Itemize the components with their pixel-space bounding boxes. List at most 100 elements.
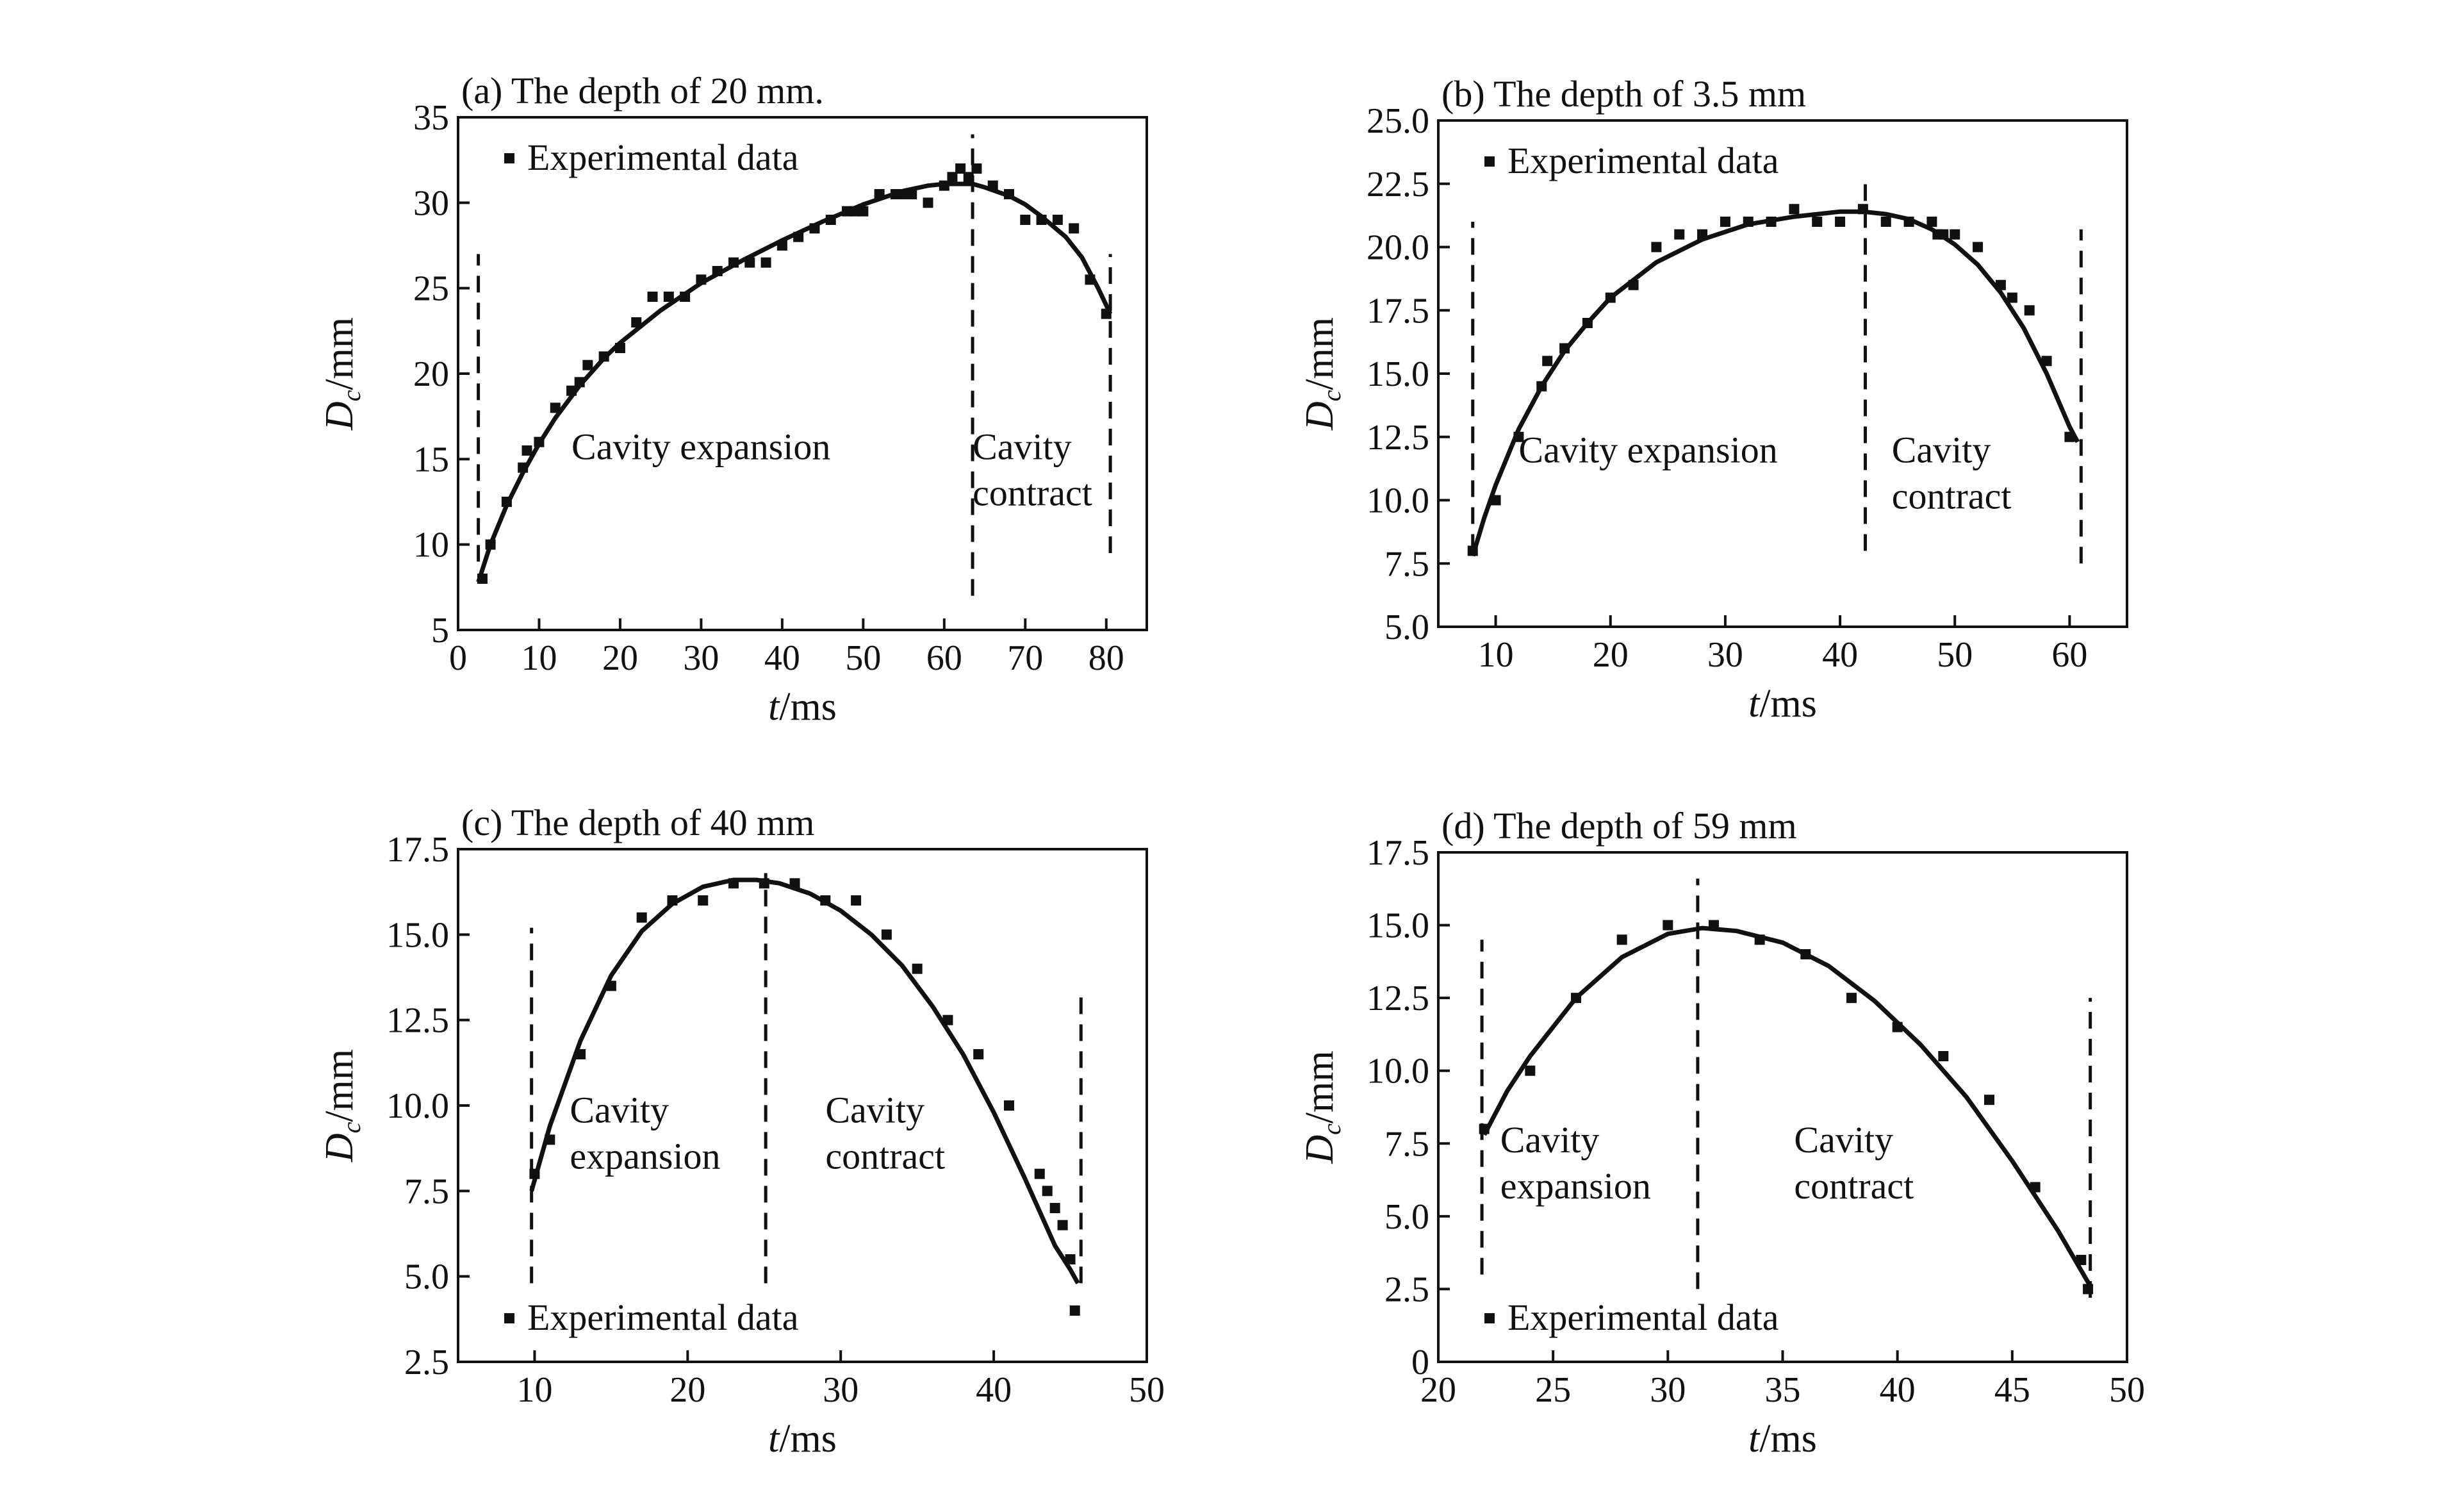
y-tick-label: 12.5	[1367, 418, 1429, 458]
data-point	[858, 206, 869, 217]
data-point	[698, 895, 709, 906]
data-point	[912, 963, 923, 974]
data-point	[1069, 1305, 1080, 1316]
fit-curve	[1470, 209, 2080, 557]
data-point	[1663, 920, 1673, 931]
data-point	[631, 317, 642, 327]
phase-annotation: Cavity	[1892, 429, 1991, 470]
legend-marker	[504, 153, 514, 163]
y-axis-variable: D	[1298, 401, 1342, 431]
data-point	[1720, 217, 1730, 227]
legend-label: Experimental data	[1507, 140, 1779, 181]
y-tick-label: 30	[413, 183, 449, 223]
x-tick-label: 60	[926, 638, 962, 678]
y-axis-variable: D	[318, 401, 361, 431]
y-tick-label: 7.5	[1384, 1124, 1429, 1164]
y-tick-label: 10.0	[1367, 481, 1429, 521]
y-tick-label: 15.0	[1367, 354, 1429, 394]
y-tick-label: 15	[413, 440, 449, 479]
y-tick-label: 12.5	[386, 1001, 449, 1041]
x-tick-label: 10	[521, 638, 557, 678]
fit-curve	[529, 877, 1080, 1285]
chart-title: (d) The depth of 59 mm	[1441, 805, 1797, 847]
x-axis-variable: t	[1748, 1417, 1761, 1461]
data-point	[963, 172, 974, 183]
data-point	[1880, 217, 1891, 227]
y-tick-label: 0	[1411, 1343, 1429, 1382]
x-tick-label: 10	[1478, 635, 1514, 675]
data-point	[1052, 215, 1063, 225]
x-tick-label: 80	[1088, 638, 1124, 678]
data-point	[1846, 993, 1857, 1004]
y-tick-label: 7.5	[404, 1172, 449, 1211]
x-axis-label: t/ms	[768, 685, 837, 729]
phase-annotation: Cavity expansion	[571, 426, 830, 467]
data-point	[1950, 229, 1960, 240]
legend-marker	[1484, 1313, 1495, 1323]
x-tick-label: 20	[1593, 635, 1629, 675]
phase-annotation: Cavity	[1794, 1119, 1893, 1161]
y-axis-label: Dc/mm	[318, 317, 366, 431]
data-point	[1973, 242, 1984, 253]
phase-annotation-line2: expansion	[1500, 1165, 1651, 1207]
data-point	[1789, 204, 1800, 215]
y-tick-label: 2.5	[404, 1343, 449, 1382]
x-tick-label: 25	[1535, 1370, 1571, 1410]
data-point	[1004, 1100, 1014, 1111]
x-tick-label: 40	[976, 1370, 1012, 1410]
x-tick-label: 50	[1129, 1370, 1165, 1410]
chart-panel-2: 10 20 30 40 50 60 5.0 7.5 10.0 12.5 15.0 17.5 20.0 22…	[1298, 73, 2128, 725]
y-axis-variable: D	[318, 1133, 361, 1163]
y-tick-label: 12.5	[1367, 979, 1429, 1018]
y-tick-label: 10	[413, 526, 449, 565]
y-axis-unit: /mm	[1298, 1050, 1342, 1123]
x-tick-label: 70	[1007, 638, 1043, 678]
phase-annotation: Cavity expansion	[1518, 429, 1777, 470]
x-tick-label: 10	[516, 1370, 552, 1410]
y-tick-label: 7.5	[1384, 544, 1429, 584]
y-tick-label: 22.5	[1367, 165, 1429, 204]
y-axis-unit: /mm	[318, 317, 361, 390]
data-point	[851, 895, 862, 906]
data-point	[1984, 1095, 1994, 1106]
x-tick-label: 30	[823, 1370, 858, 1410]
y-tick-label: 5	[431, 611, 449, 650]
fit-curve	[476, 181, 1113, 583]
y-axis-label: Dc/mm	[318, 1049, 366, 1163]
phase-annotation: Cavity	[1500, 1119, 1600, 1161]
x-tick-label: 30	[1707, 635, 1743, 675]
data-point	[2024, 305, 2035, 316]
x-tick-label: 50	[1937, 635, 1973, 675]
chart-panel-1: 0 10 20 30 40 50 60 70 80 5 10 15 20 25 30 35 (a) The de…	[318, 70, 1148, 729]
x-axis-unit: /ms	[1759, 682, 1817, 725]
x-axis-variable: t	[768, 685, 780, 729]
data-point	[1542, 356, 1553, 367]
x-tick-label: 30	[683, 638, 719, 678]
x-axis-variable: t	[1748, 682, 1761, 725]
data-point	[760, 257, 771, 268]
y-tick-label: 2.5	[1384, 1270, 1429, 1309]
y-axis-unit: /mm	[318, 1049, 361, 1122]
legend-marker	[504, 1313, 514, 1323]
data-point	[881, 929, 892, 940]
y-tick-label: 20.0	[1367, 228, 1429, 268]
y-axis-label: Dc/mm	[1298, 317, 1346, 431]
data-point	[522, 445, 532, 456]
phase-annotation-line2: expansion	[570, 1136, 720, 1177]
panels: 0 10 20 30 40 50 60 70 80 5 10 15 20 25 30 35 (a) The de…	[318, 70, 2145, 1461]
x-tick-label: 20	[1420, 1370, 1456, 1410]
y-axis-subscript: c	[337, 390, 366, 401]
x-tick-label: 60	[2051, 635, 2087, 675]
x-axis-variable: t	[768, 1417, 780, 1461]
x-axis-unit: /ms	[779, 685, 837, 729]
y-tick-label: 5.0	[1384, 608, 1429, 647]
phase-annotation-line2: contract	[1794, 1165, 1914, 1207]
x-tick-label: 0	[449, 638, 467, 678]
y-axis-label: Dc/mm	[1298, 1050, 1346, 1164]
data-point	[1938, 1051, 1949, 1061]
x-tick-label: 50	[845, 638, 881, 678]
y-tick-label: 15.0	[386, 915, 449, 955]
x-axis-label: t/ms	[1748, 682, 1817, 725]
